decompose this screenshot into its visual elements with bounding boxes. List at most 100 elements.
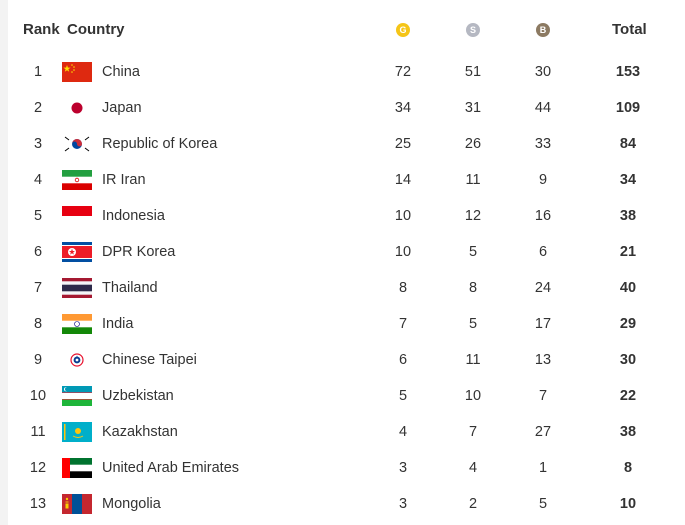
country-name[interactable]: India [102, 315, 134, 332]
table-row[interactable]: 10 Uzbekistan 5 10 7 22 [0, 378, 685, 414]
rank-cell: 2 [33, 99, 43, 116]
silver-count: 11 [465, 171, 481, 188]
table-row[interactable]: 5 Indonesia 10 12 16 38 [0, 198, 685, 234]
china-flag-icon [62, 61, 92, 82]
table-row[interactable]: 3 Republic of Korea 25 26 33 84 [0, 126, 685, 162]
bronze-count: 24 [534, 279, 552, 296]
silver-count: 8 [468, 279, 478, 296]
country-name[interactable]: United Arab Emirates [102, 459, 240, 476]
rank-cell: 1 [33, 63, 43, 80]
country-header[interactable]: Country [67, 21, 125, 38]
table-row[interactable]: 13 Mongolia 3 2 5 10 [0, 486, 685, 522]
gold-count: 3 [398, 495, 408, 512]
gold-count: 72 [394, 63, 412, 80]
rank-cell: 3 [33, 135, 43, 152]
rank-cell: 12 [29, 459, 47, 476]
silver-count: 2 [468, 495, 478, 512]
bronze-count: 6 [538, 243, 548, 260]
gold-count: 7 [398, 315, 408, 332]
silver-count: 51 [464, 63, 482, 80]
bronze-count: 27 [534, 423, 552, 440]
total-count: 38 [619, 207, 637, 224]
country-name[interactable]: China [102, 63, 140, 80]
table-row[interactable]: 4 IR Iran 14 11 9 34 [0, 162, 685, 198]
bronze-count: 17 [534, 315, 552, 332]
silver-count: 31 [464, 99, 482, 116]
gold-count: 5 [398, 387, 408, 404]
silver-count: 4 [468, 459, 478, 476]
table-row[interactable]: 7 Thailand 8 8 24 40 [0, 270, 685, 306]
country-name[interactable]: Indonesia [102, 207, 165, 224]
bronze-count: 5 [538, 495, 548, 512]
table-row[interactable]: 8 India 7 5 17 29 [0, 306, 685, 342]
rank-cell: 8 [33, 315, 43, 332]
gold-count: 14 [394, 171, 412, 188]
korea-flag-icon [62, 133, 92, 154]
table-row[interactable]: 12 United Arab Emirates 3 4 1 8 [0, 450, 685, 486]
country-name[interactable]: Kazakhstan [102, 423, 178, 440]
left-divider [0, 0, 8, 525]
country-name[interactable]: Mongolia [102, 495, 161, 512]
bronze-count: 44 [534, 99, 552, 116]
rank-cell: 6 [33, 243, 43, 260]
total-count: 8 [623, 459, 633, 476]
bronze-count: 16 [534, 207, 552, 224]
gold-count: 25 [394, 135, 412, 152]
total-header[interactable]: Total [612, 21, 647, 38]
uzbekistan-flag-icon [62, 385, 92, 406]
chinese-taipei-flag-icon [62, 349, 92, 370]
total-count: 84 [619, 135, 637, 152]
country-name[interactable]: DPR Korea [102, 243, 176, 260]
total-count: 29 [619, 315, 637, 332]
country-name[interactable]: Republic of Korea [102, 135, 218, 152]
bronze-count: 7 [538, 387, 548, 404]
total-count: 38 [619, 423, 637, 440]
table-row[interactable]: 6 DPR Korea 10 5 6 21 [0, 234, 685, 270]
silver-count: 11 [465, 351, 481, 368]
japan-flag-icon [62, 97, 92, 118]
table-header: Rank Country G S B Total [0, 0, 685, 60]
bronze-count: 13 [534, 351, 552, 368]
table-row[interactable]: 2 Japan 34 31 44 109 [0, 90, 685, 126]
bronze-count: 33 [534, 135, 552, 152]
mongolia-flag-icon [62, 493, 92, 514]
country-name[interactable]: Japan [102, 99, 142, 116]
dpr-korea-flag-icon [62, 241, 92, 262]
gold-count: 6 [398, 351, 408, 368]
silver-count: 10 [464, 387, 482, 404]
total-count: 34 [619, 171, 637, 188]
gold-count: 10 [394, 243, 412, 260]
gold-count: 10 [394, 207, 412, 224]
table-row[interactable]: 9 Chinese Taipei 6 11 13 30 [0, 342, 685, 378]
country-name[interactable]: Uzbekistan [102, 387, 174, 404]
india-flag-icon [62, 313, 92, 334]
total-count: 22 [619, 387, 637, 404]
country-name[interactable]: IR Iran [102, 171, 146, 188]
rank-cell: 4 [33, 171, 43, 188]
table-row[interactable]: 11 Kazakhstan 4 7 27 38 [0, 414, 685, 450]
total-count: 153 [615, 63, 641, 80]
total-count: 109 [615, 99, 641, 116]
bronze-medal-icon[interactable]: B [536, 23, 550, 37]
gold-count: 3 [398, 459, 408, 476]
bronze-count: 30 [534, 63, 552, 80]
thailand-flag-icon [62, 277, 92, 298]
country-name[interactable]: Thailand [102, 279, 158, 296]
gold-count: 34 [394, 99, 412, 116]
country-name[interactable]: Chinese Taipei [102, 351, 197, 368]
rank-cell: 9 [33, 351, 43, 368]
bronze-count: 9 [538, 171, 548, 188]
rank-header[interactable]: Rank [23, 21, 60, 38]
uae-flag-icon [62, 457, 92, 478]
total-count: 10 [619, 495, 637, 512]
kazakhstan-flag-icon [62, 421, 92, 442]
gold-medal-icon[interactable]: G [396, 23, 410, 37]
table-row[interactable]: 1 China 72 51 30 153 [0, 54, 685, 90]
rank-cell: 13 [29, 495, 47, 512]
rank-cell: 11 [30, 423, 46, 440]
gold-count: 4 [398, 423, 408, 440]
silver-medal-icon[interactable]: S [466, 23, 480, 37]
rank-cell: 7 [33, 279, 43, 296]
rank-cell: 10 [29, 387, 47, 404]
silver-count: 5 [468, 315, 478, 332]
